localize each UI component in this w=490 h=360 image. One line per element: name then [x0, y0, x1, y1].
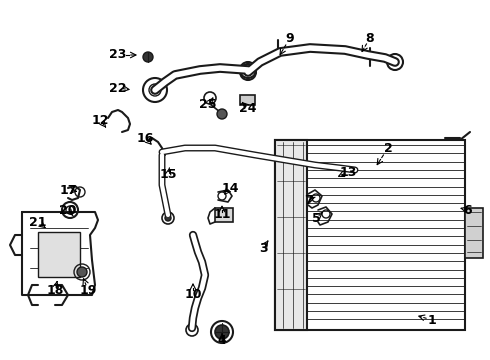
Text: 23: 23 [109, 49, 127, 62]
Text: 8: 8 [366, 31, 374, 45]
Circle shape [143, 52, 153, 62]
Text: 11: 11 [213, 208, 231, 221]
Text: 18: 18 [47, 284, 64, 297]
Text: 10: 10 [184, 288, 202, 302]
Text: 24: 24 [239, 102, 257, 114]
Text: 13: 13 [339, 166, 357, 179]
Text: 3: 3 [259, 242, 268, 255]
Text: 5: 5 [312, 211, 320, 225]
Circle shape [217, 109, 227, 119]
Text: 22: 22 [109, 81, 127, 94]
Text: 14: 14 [221, 181, 239, 194]
Bar [465, 208, 483, 258]
Circle shape [77, 267, 87, 277]
Text: 4: 4 [218, 333, 226, 346]
Bar [215, 208, 233, 222]
Bar [38, 232, 80, 277]
Text: 1: 1 [428, 314, 437, 327]
Text: 2: 2 [384, 141, 392, 154]
Text: 12: 12 [91, 113, 109, 126]
Text: 7: 7 [304, 194, 313, 207]
Bar [275, 140, 465, 330]
Text: 9: 9 [286, 31, 294, 45]
Text: 17: 17 [59, 184, 77, 197]
Text: 19: 19 [79, 284, 97, 297]
Bar [275, 140, 307, 330]
Text: 6: 6 [464, 203, 472, 216]
Circle shape [165, 215, 171, 221]
Text: 15: 15 [159, 168, 177, 181]
Text: 16: 16 [136, 131, 154, 144]
Text: 20: 20 [59, 203, 77, 216]
Text: 21: 21 [29, 216, 47, 229]
Text: 25: 25 [199, 99, 217, 112]
Bar [240, 95, 255, 105]
Circle shape [215, 325, 229, 339]
